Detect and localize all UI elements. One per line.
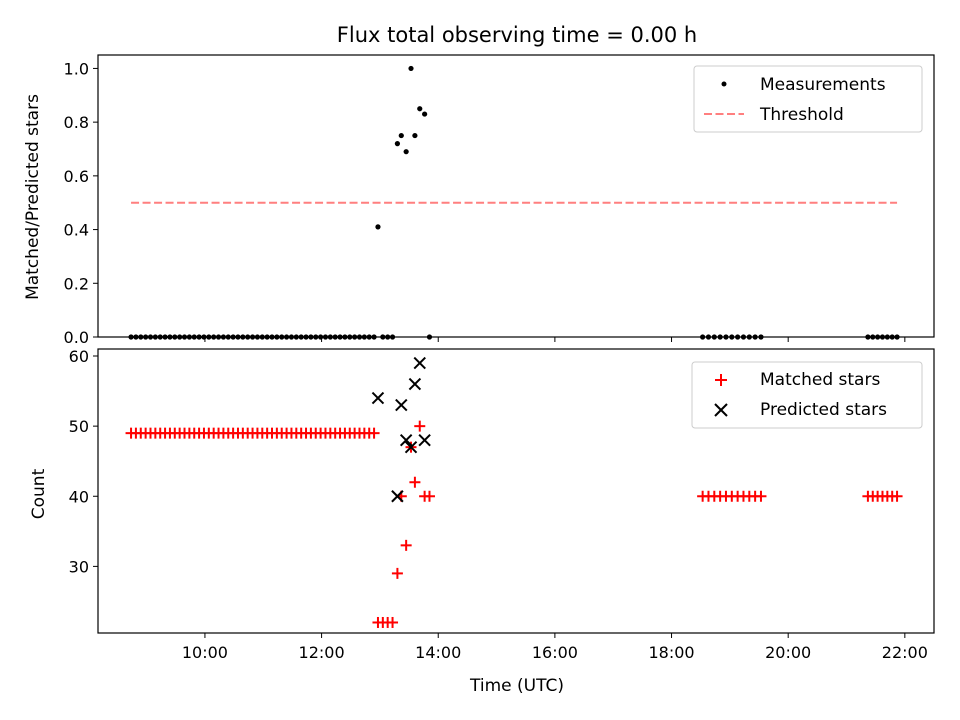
top-y-tick-label: 0.0 xyxy=(64,328,89,347)
matched-stars-point xyxy=(368,427,380,439)
measurement-point xyxy=(417,106,423,112)
predicted-stars-point xyxy=(413,356,426,370)
measurement-point xyxy=(403,149,409,155)
bottom-y-axis-label: Count xyxy=(29,468,49,519)
bottom-x-tick-label: 20:00 xyxy=(765,643,811,662)
top-y-tick-label: 0.8 xyxy=(64,113,89,132)
legend-predicted-label: Predicted stars xyxy=(760,400,887,420)
legend-measurements-marker xyxy=(721,81,727,87)
legend-matched-label: Matched stars xyxy=(760,370,880,390)
predicted-stars-point xyxy=(371,391,385,405)
matched-stars-point xyxy=(400,539,412,551)
predicted-stars-point xyxy=(391,490,404,503)
bottom-y-tick-label: 40 xyxy=(69,487,89,506)
measurement-point xyxy=(398,132,404,139)
bottom-y-tick-label: 30 xyxy=(69,557,89,576)
bottom-axes-frame xyxy=(97,348,935,634)
predicted-stars-point xyxy=(418,433,431,447)
bottom-y-tick-label: 60 xyxy=(69,347,89,366)
top-y-tick-label: 0.2 xyxy=(64,274,89,293)
bottom-x-tick-label: 10:00 xyxy=(182,643,228,662)
measurement-point xyxy=(408,65,414,72)
bottom-legend-box xyxy=(691,361,923,429)
bottom-panel: Count Time (UTC) 30 40 50 60 10:00 12:00 14:00… xyxy=(29,347,935,696)
bottom-series-0 xyxy=(125,420,903,628)
legend-predicted-marker xyxy=(714,403,728,417)
legend-measurements-label: Measurements xyxy=(760,75,886,95)
measurement-point xyxy=(394,141,401,147)
bottom-x-tick-label: 14:00 xyxy=(415,643,461,662)
matched-stars-point xyxy=(409,476,421,488)
matched-stars-point xyxy=(387,616,399,628)
top-y-tick-label: 1.0 xyxy=(64,59,89,78)
predicted-stars-point xyxy=(399,433,413,447)
matched-stars-point xyxy=(891,490,903,502)
measurement-point xyxy=(422,111,428,117)
matched-stars-point xyxy=(755,490,767,502)
measurement-point xyxy=(375,224,381,230)
top-y-tick-label: 0.4 xyxy=(64,221,89,240)
matched-stars-point xyxy=(414,420,426,432)
top-y-tick-label: 0.6 xyxy=(64,167,89,186)
top-legend: Measurements Threshold xyxy=(693,65,923,133)
top-panel: Matched/Predicted stars 0.0 0.2 0.4 0.6 0.8 1… xyxy=(23,54,935,347)
chart-title: Flux total observing time = 0.00 h xyxy=(337,23,697,47)
predicted-stars-point xyxy=(395,398,408,412)
predicted-stars-point xyxy=(408,377,422,391)
bottom-x-tick-label: 12:00 xyxy=(299,643,345,662)
legend-matched-marker xyxy=(715,374,727,386)
bottom-x-tick-label: 22:00 xyxy=(882,643,928,662)
matched-stars-point xyxy=(391,567,403,579)
top-legend-box xyxy=(693,65,923,133)
predicted-stars-point xyxy=(404,440,418,454)
matched-stars-point xyxy=(423,490,435,502)
bottom-x-tick-label: 18:00 xyxy=(648,643,694,662)
bottom-y-tick-label: 50 xyxy=(69,417,89,436)
bottom-x-tick-label: 16:00 xyxy=(532,643,578,662)
bottom-series-1 xyxy=(371,356,431,503)
measurement-point xyxy=(412,132,418,139)
bottom-legend: Matched stars Predicted stars xyxy=(691,361,923,429)
top-axes-frame xyxy=(97,54,935,338)
legend-threshold-label: Threshold xyxy=(759,105,844,125)
top-y-axis-label: Matched/Predicted stars xyxy=(23,94,43,300)
x-axis-label: Time (UTC) xyxy=(469,676,564,696)
